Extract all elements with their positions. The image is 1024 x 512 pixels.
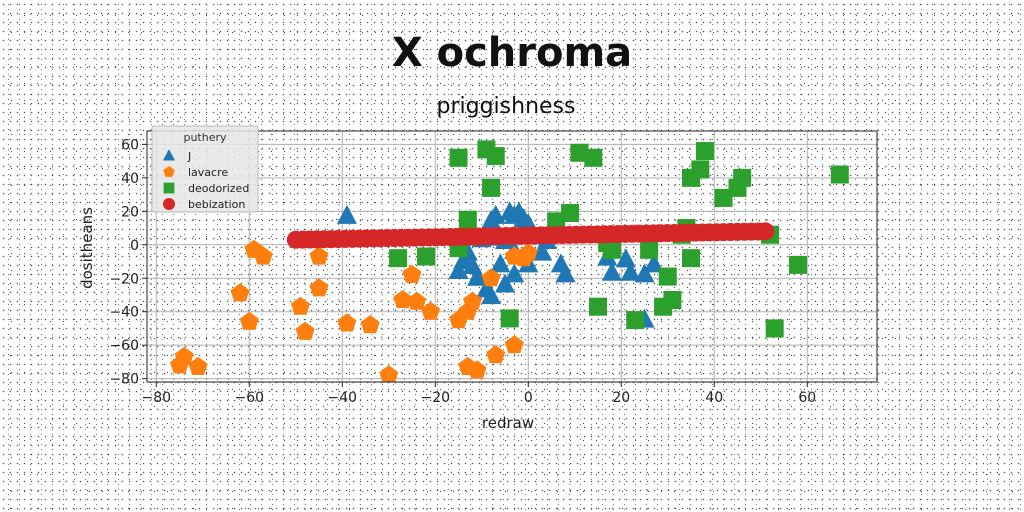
data-point-deodorized bbox=[482, 178, 501, 197]
legend-label: bebization bbox=[188, 198, 245, 211]
data-point-deodorized bbox=[486, 147, 505, 166]
legend-marker-deodorized bbox=[163, 182, 175, 194]
legend-label: deodorized bbox=[188, 182, 249, 195]
data-point-J bbox=[555, 263, 576, 283]
data-point-J bbox=[504, 263, 525, 283]
data-point-deodorized bbox=[547, 212, 566, 231]
data-point-deodorized bbox=[561, 203, 580, 222]
legend-marker-J bbox=[163, 149, 175, 161]
data-point-J bbox=[336, 204, 357, 224]
legend-marker-lavacre bbox=[163, 166, 175, 177]
data-point-deodorized bbox=[658, 267, 677, 286]
data-point-deodorized bbox=[602, 240, 621, 259]
points-layer bbox=[170, 140, 849, 382]
legend-title: puthery bbox=[183, 131, 227, 144]
legend-marker-bebization bbox=[163, 198, 175, 210]
data-point-deodorized bbox=[640, 240, 659, 259]
data-point-lavacre bbox=[309, 246, 329, 265]
data-point-J bbox=[495, 273, 516, 293]
data-point-deodorized bbox=[416, 247, 435, 266]
data-point-deodorized bbox=[682, 249, 701, 268]
data-point-lavacre bbox=[393, 290, 413, 309]
data-point-lavacre bbox=[467, 360, 487, 379]
y-tick-label: 0 bbox=[130, 238, 139, 254]
ticks-layer: −80 −60 −40 −20 0 20 40 60 60 40 20 0 −20 −40 −60 −80 bbox=[109, 137, 816, 406]
chart-title: priggishness bbox=[437, 94, 576, 119]
data-point-J bbox=[532, 241, 553, 261]
y-tick-label: 40 bbox=[121, 171, 139, 187]
data-point-lavacre bbox=[290, 296, 310, 315]
data-point-lavacre bbox=[481, 268, 501, 287]
series-bebization bbox=[286, 222, 775, 249]
data-point-J bbox=[490, 253, 511, 273]
y-tick-label: 20 bbox=[121, 204, 139, 220]
data-point-deodorized bbox=[584, 148, 603, 167]
data-point-lavacre bbox=[188, 356, 208, 375]
data-point-lavacre bbox=[421, 301, 441, 320]
data-point-deodorized bbox=[389, 249, 408, 268]
data-point-J bbox=[481, 285, 502, 305]
data-point-deodorized bbox=[695, 142, 714, 161]
y-tick-label: −20 bbox=[109, 271, 139, 287]
y-tick-label: 60 bbox=[121, 137, 139, 153]
series-J bbox=[336, 201, 664, 328]
x-axis-label: redraw bbox=[482, 414, 534, 432]
x-tick-label: −60 bbox=[235, 390, 265, 406]
data-point-deodorized bbox=[570, 143, 589, 162]
data-point-deodorized bbox=[830, 165, 849, 184]
data-point-deodorized bbox=[500, 309, 519, 328]
data-point-lavacre bbox=[379, 365, 399, 382]
data-point-deodorized bbox=[691, 160, 710, 179]
x-tick-label: 0 bbox=[524, 390, 533, 406]
data-point-deodorized bbox=[714, 188, 733, 207]
data-point-J bbox=[634, 263, 655, 283]
data-point-lavacre bbox=[360, 315, 380, 334]
data-point-lavacre bbox=[295, 321, 315, 340]
data-point-lavacre bbox=[486, 345, 506, 364]
y-axis-label: dositheans bbox=[78, 207, 96, 289]
x-tick-label: 60 bbox=[798, 390, 816, 406]
y-tick-label: −80 bbox=[109, 372, 139, 388]
data-point-deodorized bbox=[458, 210, 477, 229]
data-point-deodorized bbox=[589, 297, 608, 316]
x-tick-label: 20 bbox=[612, 390, 630, 406]
legend-label: lavacre bbox=[188, 166, 228, 179]
data-point-J bbox=[467, 266, 488, 286]
x-tick-label: −80 bbox=[142, 390, 172, 406]
data-point-lavacre bbox=[230, 283, 250, 302]
data-point-lavacre bbox=[337, 313, 357, 332]
series-lavacre bbox=[170, 239, 538, 382]
data-point-lavacre bbox=[239, 311, 259, 330]
y-tick-label: −40 bbox=[109, 305, 139, 321]
data-point-lavacre bbox=[518, 243, 538, 262]
data-point-J bbox=[620, 261, 641, 281]
x-tick-label: −20 bbox=[421, 390, 451, 406]
data-point-lavacre bbox=[174, 346, 194, 365]
x-tick-label: 40 bbox=[705, 390, 723, 406]
figure-suptitle: X ochroma bbox=[391, 30, 633, 76]
data-point-lavacre bbox=[402, 264, 422, 283]
x-tick-label: −40 bbox=[328, 390, 358, 406]
legend-label: J bbox=[187, 150, 191, 163]
legend-box bbox=[151, 125, 259, 213]
plot-frame bbox=[146, 130, 878, 383]
data-point-lavacre bbox=[407, 291, 427, 310]
y-tick-label: −60 bbox=[109, 338, 139, 354]
data-point-bebization bbox=[756, 222, 775, 241]
data-point-lavacre bbox=[463, 291, 482, 310]
data-point-lavacre bbox=[309, 278, 329, 297]
data-point-deodorized bbox=[449, 148, 468, 167]
data-point-lavacre bbox=[253, 246, 273, 265]
data-point-deodorized bbox=[765, 319, 784, 338]
data-point-deodorized bbox=[733, 168, 752, 187]
data-point-deodorized bbox=[663, 291, 682, 310]
data-point-lavacre bbox=[504, 335, 524, 354]
data-point-deodorized bbox=[626, 311, 645, 330]
data-point-J bbox=[601, 261, 622, 281]
data-point-J bbox=[448, 260, 469, 280]
data-point-deodorized bbox=[788, 255, 807, 274]
